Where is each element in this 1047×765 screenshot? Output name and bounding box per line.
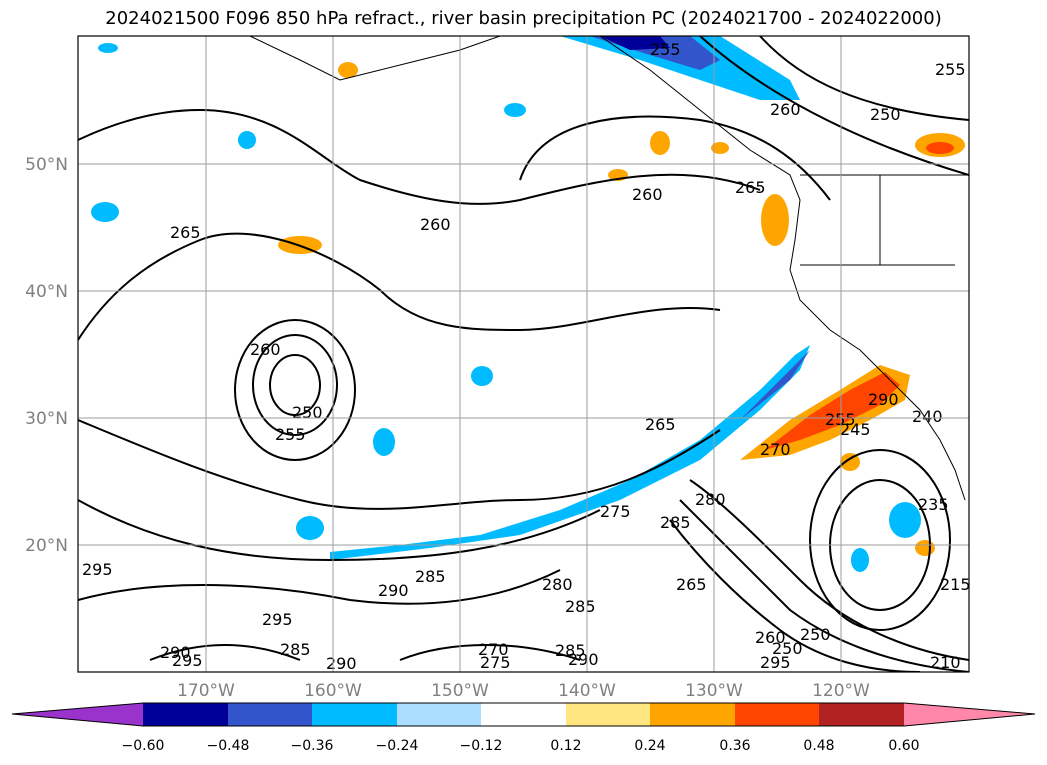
- colorbar-tick-label: 0.36: [719, 738, 750, 754]
- contour-label: 285: [660, 513, 691, 532]
- contour-label: 250: [800, 625, 831, 644]
- contour-label: 290: [868, 390, 899, 409]
- contour-label: 255: [275, 425, 306, 444]
- contour-label: 250: [772, 639, 803, 658]
- contour-label: 285: [555, 641, 586, 660]
- lon-label: 170°W: [177, 681, 235, 701]
- lon-label: 130°W: [685, 681, 743, 701]
- colorbar-segment: [143, 703, 228, 726]
- map-title: 2024021500 F096 850 hPa refract., river …: [105, 8, 942, 29]
- colorbar-extend-high: [904, 703, 1035, 726]
- contour-label: 295: [760, 653, 791, 672]
- colorbar-tick-label: 0.12: [550, 738, 581, 754]
- colorbar-outline: [11, 702, 1036, 727]
- precip-shading: [91, 36, 965, 572]
- colorbar-tick-label: −0.48: [207, 738, 250, 754]
- lat-label: 20°N: [25, 536, 68, 556]
- colorbar-tick-label: 0.24: [634, 738, 665, 754]
- contour-label: 275: [600, 502, 631, 521]
- contour-label: 285: [415, 567, 446, 586]
- contour-label: 255: [935, 60, 966, 79]
- colorbar-segment: [566, 703, 650, 726]
- contour-label: 290: [326, 654, 357, 673]
- colorbar-tick-label: 0.48: [803, 738, 834, 754]
- contour-label: 290: [568, 650, 599, 669]
- contour-label: 260: [632, 185, 663, 204]
- lon-label: 150°W: [431, 681, 489, 701]
- contour-label: 265: [676, 575, 707, 594]
- contour-label: 250: [292, 403, 323, 422]
- contour-label: 290: [378, 581, 409, 600]
- latitude-labels: 50°N 40°N 30°N 20°N: [25, 155, 68, 556]
- colorbar-segment: [312, 703, 397, 726]
- contour-label: 265: [645, 415, 676, 434]
- contour-label: 280: [542, 575, 573, 594]
- contour-label: 250: [870, 105, 901, 124]
- map-frame: [77, 35, 970, 673]
- colorbar-tick-label: −0.12: [460, 738, 503, 754]
- contour-label: 210: [930, 653, 961, 672]
- colorbar-segment: [819, 703, 904, 726]
- contour-label: 295: [172, 651, 203, 670]
- contour-label: 260: [770, 100, 801, 119]
- contour-label: 265: [735, 178, 766, 197]
- colorbar-extend-low: [12, 703, 143, 726]
- contour-label: 245: [840, 420, 871, 439]
- colorbar-tick-label: −0.60: [122, 738, 165, 754]
- contour-label: 215: [940, 575, 971, 594]
- colorbar-segment: [481, 703, 566, 726]
- graticule: [78, 36, 969, 672]
- lon-label: 120°W: [812, 681, 870, 701]
- contour-label: 275: [480, 653, 511, 672]
- contour-label: 240: [912, 407, 943, 426]
- contour-label: 270: [478, 640, 509, 659]
- contour-labels: 265 260 260 255 250 260 265 275 285 280 …: [82, 40, 971, 673]
- contour-label: 270: [760, 440, 791, 459]
- lat-label: 30°N: [25, 409, 68, 429]
- map-panel: 265 260 260 255 250 260 265 275 285 280 …: [78, 36, 971, 673]
- contour-label: 285: [280, 640, 311, 659]
- contour-label: 255: [650, 40, 681, 59]
- colorbar-tick-label: −0.24: [376, 738, 419, 754]
- contour-label: 235: [918, 495, 949, 514]
- contour-label: 295: [82, 560, 113, 579]
- contour-label: 260: [250, 340, 281, 359]
- contour-label: 260: [755, 628, 786, 647]
- contour-label: 280: [695, 490, 726, 509]
- colorbar-segment: [735, 703, 819, 726]
- colorbar-segment: [397, 703, 481, 726]
- contour-label: 290: [160, 643, 191, 662]
- contour-label: 255: [825, 410, 856, 429]
- lon-label: 160°W: [304, 681, 362, 701]
- colorbar-tick-label: −0.36: [291, 738, 334, 754]
- colorbar: −0.60 −0.48 −0.36 −0.24 −0.12 0.12 0.24 …: [11, 702, 1036, 754]
- contour-label: 285: [565, 597, 596, 616]
- contour-label: 260: [420, 215, 451, 234]
- lat-label: 50°N: [25, 155, 68, 175]
- colorbar-tick-label: 0.60: [888, 738, 919, 754]
- colorbar-segment: [650, 703, 735, 726]
- colorbar-segment: [228, 703, 312, 726]
- lon-label: 140°W: [558, 681, 616, 701]
- longitude-labels: 170°W 160°W 150°W 140°W 130°W 120°W: [177, 681, 870, 701]
- contour-label: 295: [262, 610, 293, 629]
- contour-label: 265: [170, 223, 201, 242]
- colorbar-ticks: −0.60 −0.48 −0.36 −0.24 −0.12 0.12 0.24 …: [122, 738, 920, 754]
- lat-label: 40°N: [25, 282, 68, 302]
